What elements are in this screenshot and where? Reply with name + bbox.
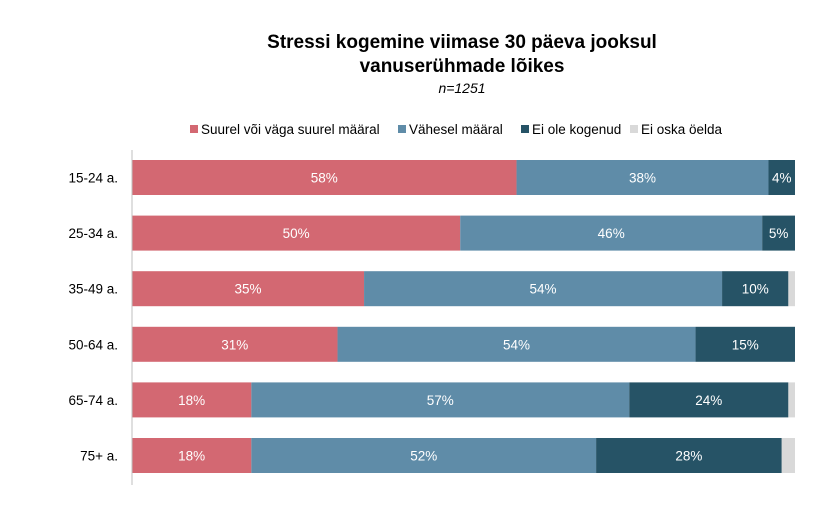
legend-swatch xyxy=(521,125,529,133)
data-label: 46% xyxy=(598,226,625,241)
category-label: 15-24 a. xyxy=(68,171,118,186)
data-label: 18% xyxy=(178,449,205,464)
category-label: 65-74 a. xyxy=(68,393,118,408)
category-label: 50-64 a. xyxy=(68,337,118,352)
data-label: 4% xyxy=(772,171,792,186)
bar-segment xyxy=(768,160,795,195)
bar-segment xyxy=(132,438,252,473)
data-label: 10% xyxy=(742,282,769,297)
legend-label: Suurel või väga suurel määral xyxy=(201,122,380,137)
legend-label: Vähesel määral xyxy=(409,122,503,137)
bar-segment xyxy=(251,438,597,473)
legend-swatch xyxy=(190,125,198,133)
legend-label: Ei ole kogenud xyxy=(532,122,621,137)
data-label: 54% xyxy=(503,337,530,352)
data-label: 24% xyxy=(695,393,722,408)
bar-segment xyxy=(132,215,461,251)
chart-title-line2: vanuserühmade lõikes xyxy=(359,56,565,77)
bar-segment xyxy=(788,382,795,418)
bar-segment xyxy=(132,271,365,307)
bar-segment xyxy=(629,382,789,418)
data-label: 31% xyxy=(221,337,248,352)
bar-segment xyxy=(337,326,696,362)
bar-segment xyxy=(781,438,795,473)
data-label: 54% xyxy=(530,282,557,297)
bar-segment xyxy=(460,215,763,251)
bar-segment xyxy=(722,271,789,307)
category-label: 25-34 a. xyxy=(68,226,118,241)
data-label: 28% xyxy=(675,449,702,464)
bar-segment xyxy=(695,326,795,362)
bar-segment xyxy=(762,215,795,251)
data-label: 57% xyxy=(427,393,454,408)
data-label: 15% xyxy=(732,337,759,352)
data-label: 50% xyxy=(283,226,310,241)
chart-title: Stressi kogemine viimase 30 päeva jooksu… xyxy=(267,32,657,53)
bar-segment xyxy=(132,160,517,195)
data-label: 38% xyxy=(629,171,656,186)
legend-swatch xyxy=(630,125,638,133)
bar-segment xyxy=(132,326,338,362)
bar-segment xyxy=(516,160,769,195)
category-label: 75+ a. xyxy=(80,449,118,464)
bar-segment xyxy=(364,271,723,307)
data-label: 18% xyxy=(178,393,205,408)
data-label: 58% xyxy=(311,171,338,186)
legend-label: Ei oska öelda xyxy=(641,122,723,137)
bar-segment xyxy=(251,382,630,418)
chart-subtitle: n=1251 xyxy=(438,80,486,96)
bar-segment xyxy=(596,438,782,473)
category-label: 35-49 a. xyxy=(68,282,118,297)
data-label: 5% xyxy=(769,226,789,241)
legend-swatch xyxy=(398,125,406,133)
data-label: 52% xyxy=(410,449,437,464)
bar-segment xyxy=(132,382,252,418)
bar-segment xyxy=(788,271,795,307)
data-label: 35% xyxy=(235,282,262,297)
